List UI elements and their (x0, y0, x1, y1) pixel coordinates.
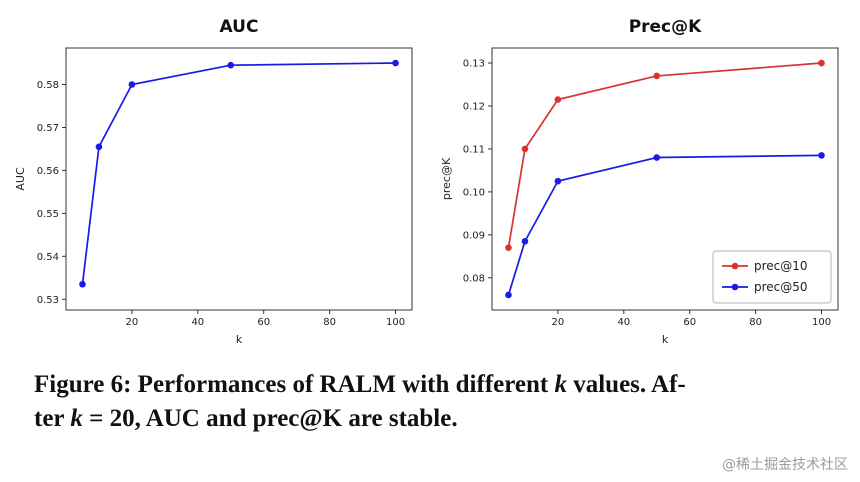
caption-line1: Figure 6: Performances of RALM with diff… (34, 371, 686, 398)
svg-text:40: 40 (191, 317, 204, 328)
svg-text:prec@50: prec@50 (754, 280, 808, 294)
svg-text:0.57: 0.57 (37, 123, 59, 134)
svg-text:40: 40 (617, 317, 630, 328)
figure-6: 0.53 0.54 0.55 0.56 0.57 0.58 20 40 60 80 100 AUC k A… (0, 17, 860, 473)
caption-line2-k: k (70, 404, 83, 432)
y-axis-label: AUC (14, 167, 27, 191)
x-axis-label: k (662, 333, 669, 346)
x-axis: 20 40 60 80 100 (552, 310, 831, 328)
caption-line2-post: = 20, AUC and prec@K are stable. (82, 404, 458, 432)
svg-text:60: 60 (257, 317, 270, 328)
legend: prec@10 prec@50 (712, 250, 832, 304)
svg-text:80: 80 (749, 317, 762, 328)
x-axis: 20 40 60 80 100 (126, 310, 405, 328)
plot-frame (65, 47, 413, 311)
charts-row: 0.53 0.54 0.55 0.56 0.57 0.58 20 40 60 80 100 AUC k A… (14, 17, 839, 346)
svg-text:0.12: 0.12 (463, 101, 485, 112)
svg-text:20: 20 (552, 317, 565, 328)
svg-text:0.55: 0.55 (37, 209, 59, 220)
svg-text:0.53: 0.53 (37, 295, 59, 306)
svg-text:0.09: 0.09 (463, 230, 485, 241)
caption-line1-pre: Figure 6: Performances of RALM with diff… (34, 371, 555, 398)
figure-caption: Figure 6: Performances of RALM with diff… (0, 356, 860, 436)
svg-text:0.56: 0.56 (37, 166, 59, 177)
x-axis-label: k (236, 333, 243, 346)
svg-text:20: 20 (126, 317, 139, 328)
svg-text:80: 80 (323, 317, 336, 328)
chart-title: Prec@K (629, 17, 702, 37)
svg-text:0.13: 0.13 (463, 59, 485, 70)
y-axis: 0.53 0.54 0.55 0.56 0.57 0.58 (37, 80, 66, 306)
svg-text:0.08: 0.08 (463, 273, 485, 284)
caption-line2-pre: ter (34, 404, 71, 432)
caption-line1-k: k (554, 371, 567, 398)
caption-line2: ter k = 20, AUC and prec@K are stable. (34, 405, 458, 432)
preck-chart: 0.08 0.09 0.10 0.11 0.12 0.13 20 40 60 80 100 Prec@… (440, 17, 839, 346)
svg-text:100: 100 (386, 317, 405, 328)
svg-text:100: 100 (812, 317, 831, 328)
svg-text:60: 60 (683, 317, 696, 328)
watermark: @稀土掘金技术社区 (722, 457, 848, 473)
y-axis-label: prec@K (440, 157, 453, 200)
svg-text:0.58: 0.58 (37, 80, 59, 91)
series-prec@50 (505, 152, 825, 299)
series-prec@10 (505, 59, 825, 252)
y-axis: 0.08 0.09 0.10 0.11 0.12 0.13 (463, 59, 492, 284)
caption-line1-post: values. Af- (566, 371, 686, 398)
svg-text:0.11: 0.11 (463, 144, 485, 155)
plot-frame (491, 47, 839, 311)
svg-text:prec@10: prec@10 (754, 259, 808, 273)
series-AUC (79, 59, 399, 288)
svg-text:0.10: 0.10 (463, 187, 485, 198)
svg-text:0.54: 0.54 (37, 252, 59, 263)
auc-chart: 0.53 0.54 0.55 0.56 0.57 0.58 20 40 60 80 100 AUC k A… (14, 17, 413, 346)
chart-title: AUC (220, 17, 259, 37)
